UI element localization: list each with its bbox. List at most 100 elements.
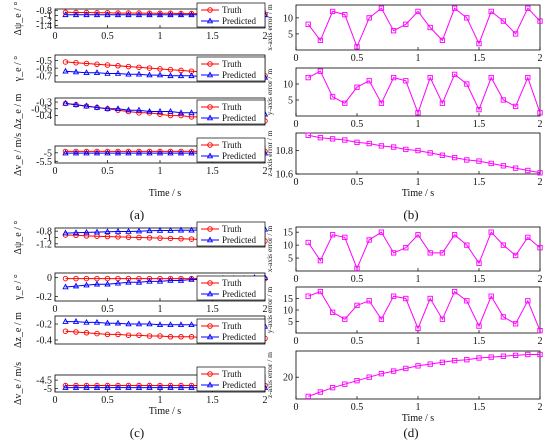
panel-d-subplot-0-series-0-point-14: [476, 260, 482, 266]
panel-label-d: (d): [403, 425, 418, 440]
panel-c-subplot-1-xtick-label-2: 1: [158, 304, 163, 315]
panel-c-subplot-1-series-0-point-2: [83, 275, 90, 282]
panel-a-subplot-0-series-1-point-4: [104, 11, 111, 18]
panel-a-subplot-3-series-0-point-11: [178, 148, 184, 155]
panel-c-subplot-3-series-1-point-4: [104, 384, 111, 390]
panel-c-subplot-2-series-1-point-7: [135, 320, 143, 327]
panel-c-subplot-3-legend-box: [196, 366, 266, 392]
panel-d-subplot-2-series-0-point-4: [354, 378, 360, 384]
panel-b-subplot-0-xtick-label-3: 1.5: [473, 53, 486, 64]
panel-c-subplot-1-legend-marker-0: [207, 280, 213, 286]
panel-b-subplot-1-series-0-point-14: [476, 106, 482, 113]
panel-b-subplot-0-series-0-point-2: [329, 8, 336, 15]
panel-c-subplot-0-legend-marker-0: [207, 226, 213, 232]
panel-b-subplot-0-series-0-point-10: [427, 24, 433, 31]
panel-a-subplot-2-series-1-point-2: [83, 102, 90, 109]
panel-c-subplot-0-series-0-point-10: [167, 235, 174, 242]
panel-a-subplot-2-series-1-point-11: [177, 109, 185, 116]
panel-c-subplot-3-ytick-label-1: -5: [44, 384, 52, 395]
panel-b-subplot-0-ylabel: x-axis error / m: [265, 4, 274, 51]
panel-a-subplot-3-series-1-point-6: [125, 149, 132, 156]
panel-b-subplot-0-series-0-point-12: [451, 5, 458, 11]
panel-a-subplot-3-legend-marker-0: [207, 142, 213, 148]
panel-d-subplot-0: 15 10 50 0.5 1 1.5 2 x-axis error / m: [265, 226, 543, 285]
panel-a-subplot-0-series-0-point-11: [178, 10, 184, 17]
panel-d-subplot-1-series-0-point-8: [403, 295, 409, 302]
panel-c-subplot-1-ytick-label-0: 0: [47, 273, 52, 284]
panel-d-subplot-0-xtick-label-2: 1: [416, 274, 421, 285]
panel-a-subplot-0-series-1-point-6: [125, 11, 132, 18]
panel-d-subplot-2-xtick-label-4: 2: [538, 402, 543, 413]
x-axis-title-a: Time / s: [149, 188, 182, 199]
panel-a-subplot-1-series-0-point-1: [73, 59, 79, 66]
panel-a-subplot-0-series-1-point-0: [62, 11, 69, 18]
panel-c-subplot-1-series-1-point-12: [188, 275, 195, 282]
panel-d-subplot-1-ytick-label-0: 15: [283, 294, 293, 305]
panel-b-subplot-0-series-0-point-11: [439, 37, 446, 44]
panel-c-subplot-2-series-0-point-6: [125, 332, 132, 338]
panel-a-subplot-1-series-1-point-11: [177, 72, 185, 79]
panel-b-subplot-2-series-0-point-15: [488, 160, 494, 167]
panel-a-subplot-3-ytick-label-0: -5: [44, 148, 52, 159]
panel-c-subplot-3-series-1-point-7: [135, 384, 143, 390]
panel-a-subplot-0-xtick-label-1: 0.5: [101, 31, 114, 42]
panel-c-subplot-2-series-0-point-9: [157, 333, 163, 339]
panel-c-subplot-1-series-1-point-4: [104, 280, 111, 287]
panel-c-subplot-0-series-1-point-6: [125, 227, 132, 234]
panel-a-subplot-2-series-1-point-10: [167, 107, 174, 114]
panel-c-subplot-3-xtick-label-3: 1.5: [206, 395, 219, 406]
panel-c-subplot-2-legend-marker-0: [207, 323, 213, 329]
panel-b-subplot-2-series-0-point-11: [439, 152, 446, 158]
panel-b-subplot-2-series-0-point-5: [366, 140, 372, 147]
panel-d-subplot-0-series-0-point-7: [390, 250, 397, 256]
panel-c-subplot-1-series-1-point-7: [135, 278, 143, 285]
panel-a-subplot-3-series-0-point-7: [136, 148, 142, 155]
panel-b-subplot-1-series-0-point-12: [451, 71, 458, 78]
panel-a-subplot-3-series-0-point-1: [73, 148, 79, 155]
panel-a-subplot-1-series-1-point-8: [146, 71, 153, 78]
panel-a-subplot-3-series-1-point-9: [156, 149, 164, 156]
panel-a-subplot-1-series-0-point-7: [136, 64, 142, 71]
panel-b-subplot-1-series-0-point-17: [512, 103, 519, 110]
panel-d-subplot-1-xtick-label-4: 2: [538, 336, 543, 347]
panel-c-subplot-0-series-1-point-12: [188, 226, 195, 233]
panel-a-subplot-3-xtick-label-0: 0: [53, 166, 58, 177]
panel-a-subplot-3-series-1-point-11: [177, 149, 185, 156]
panel-d-subplot-2-xtick-label-3: 1.5: [473, 402, 486, 413]
panel-c-subplot-1-xtick-label-4: 2: [263, 304, 268, 315]
panel-c-subplot-2-series-1-point-0: [62, 318, 69, 324]
panel-b-subplot-2-xtick-label-2: 1: [416, 177, 421, 188]
panel-c-subplot-3-series-1-point-6: [125, 384, 132, 390]
panel-c-subplot-0-legend-label-1: Predicted: [222, 235, 256, 245]
panel-d-subplot-2-series-0-point-12: [451, 357, 458, 364]
panel-d-subplot-1-xtick-label-3: 1.5: [473, 336, 486, 347]
panel-a-subplot-0-series-0-point-5: [115, 10, 121, 16]
panel-a-subplot-1-series-0-point-6: [125, 63, 132, 70]
panel-a-subplot-0-ytick-label-2: -1.2: [36, 16, 52, 27]
panel-a-subplot-0-legend-marker-1: [206, 17, 214, 24]
panel-c-subplot-3-xtick-label-2: 1: [158, 395, 163, 406]
panel-c-subplot-1-series-1-point-3: [93, 280, 101, 287]
panel-a-subplot-0-ytick-label-0: -0.8: [36, 6, 52, 17]
panel-a-subplot-3-xtick-label-2: 1: [158, 166, 163, 177]
panel-a-subplot-3-series-1-point-5: [114, 149, 122, 156]
panel-b-subplot-0-xtick-label-4: 2: [538, 53, 543, 64]
panel-d-subplot-1-ytick-label-2: 5: [288, 317, 293, 328]
panel-a-subplot-2-series-1-point-3: [93, 103, 101, 110]
panel-a-subplot-3-ytick-label-1: -5.5: [36, 157, 52, 168]
panel-a-subplot-2-legend-marker-1: [206, 114, 214, 121]
panel-c-subplot-0-ytick-label-0: -0.8: [36, 227, 52, 238]
panel-c-subplot-1-ylabel: γ_e / °: [13, 274, 24, 301]
panel-d-subplot-0-series-0-point-19: [537, 245, 543, 251]
panel-a-subplot-0-series-1-point-7: [135, 11, 143, 18]
panel-a-subplot-2-legend-label-0: Truth: [222, 102, 242, 112]
panel-d-subplot-0-xtick-label-1: 0.5: [351, 274, 364, 285]
panel-b-subplot-1-series-0-point-16: [500, 97, 507, 103]
panel-a-subplot-0-series-1-point-12: [188, 11, 195, 18]
panel-d-subplot-0-series-0-point-18: [525, 234, 531, 241]
panel-c-subplot-1-legend-label-1: Predicted: [222, 289, 256, 299]
